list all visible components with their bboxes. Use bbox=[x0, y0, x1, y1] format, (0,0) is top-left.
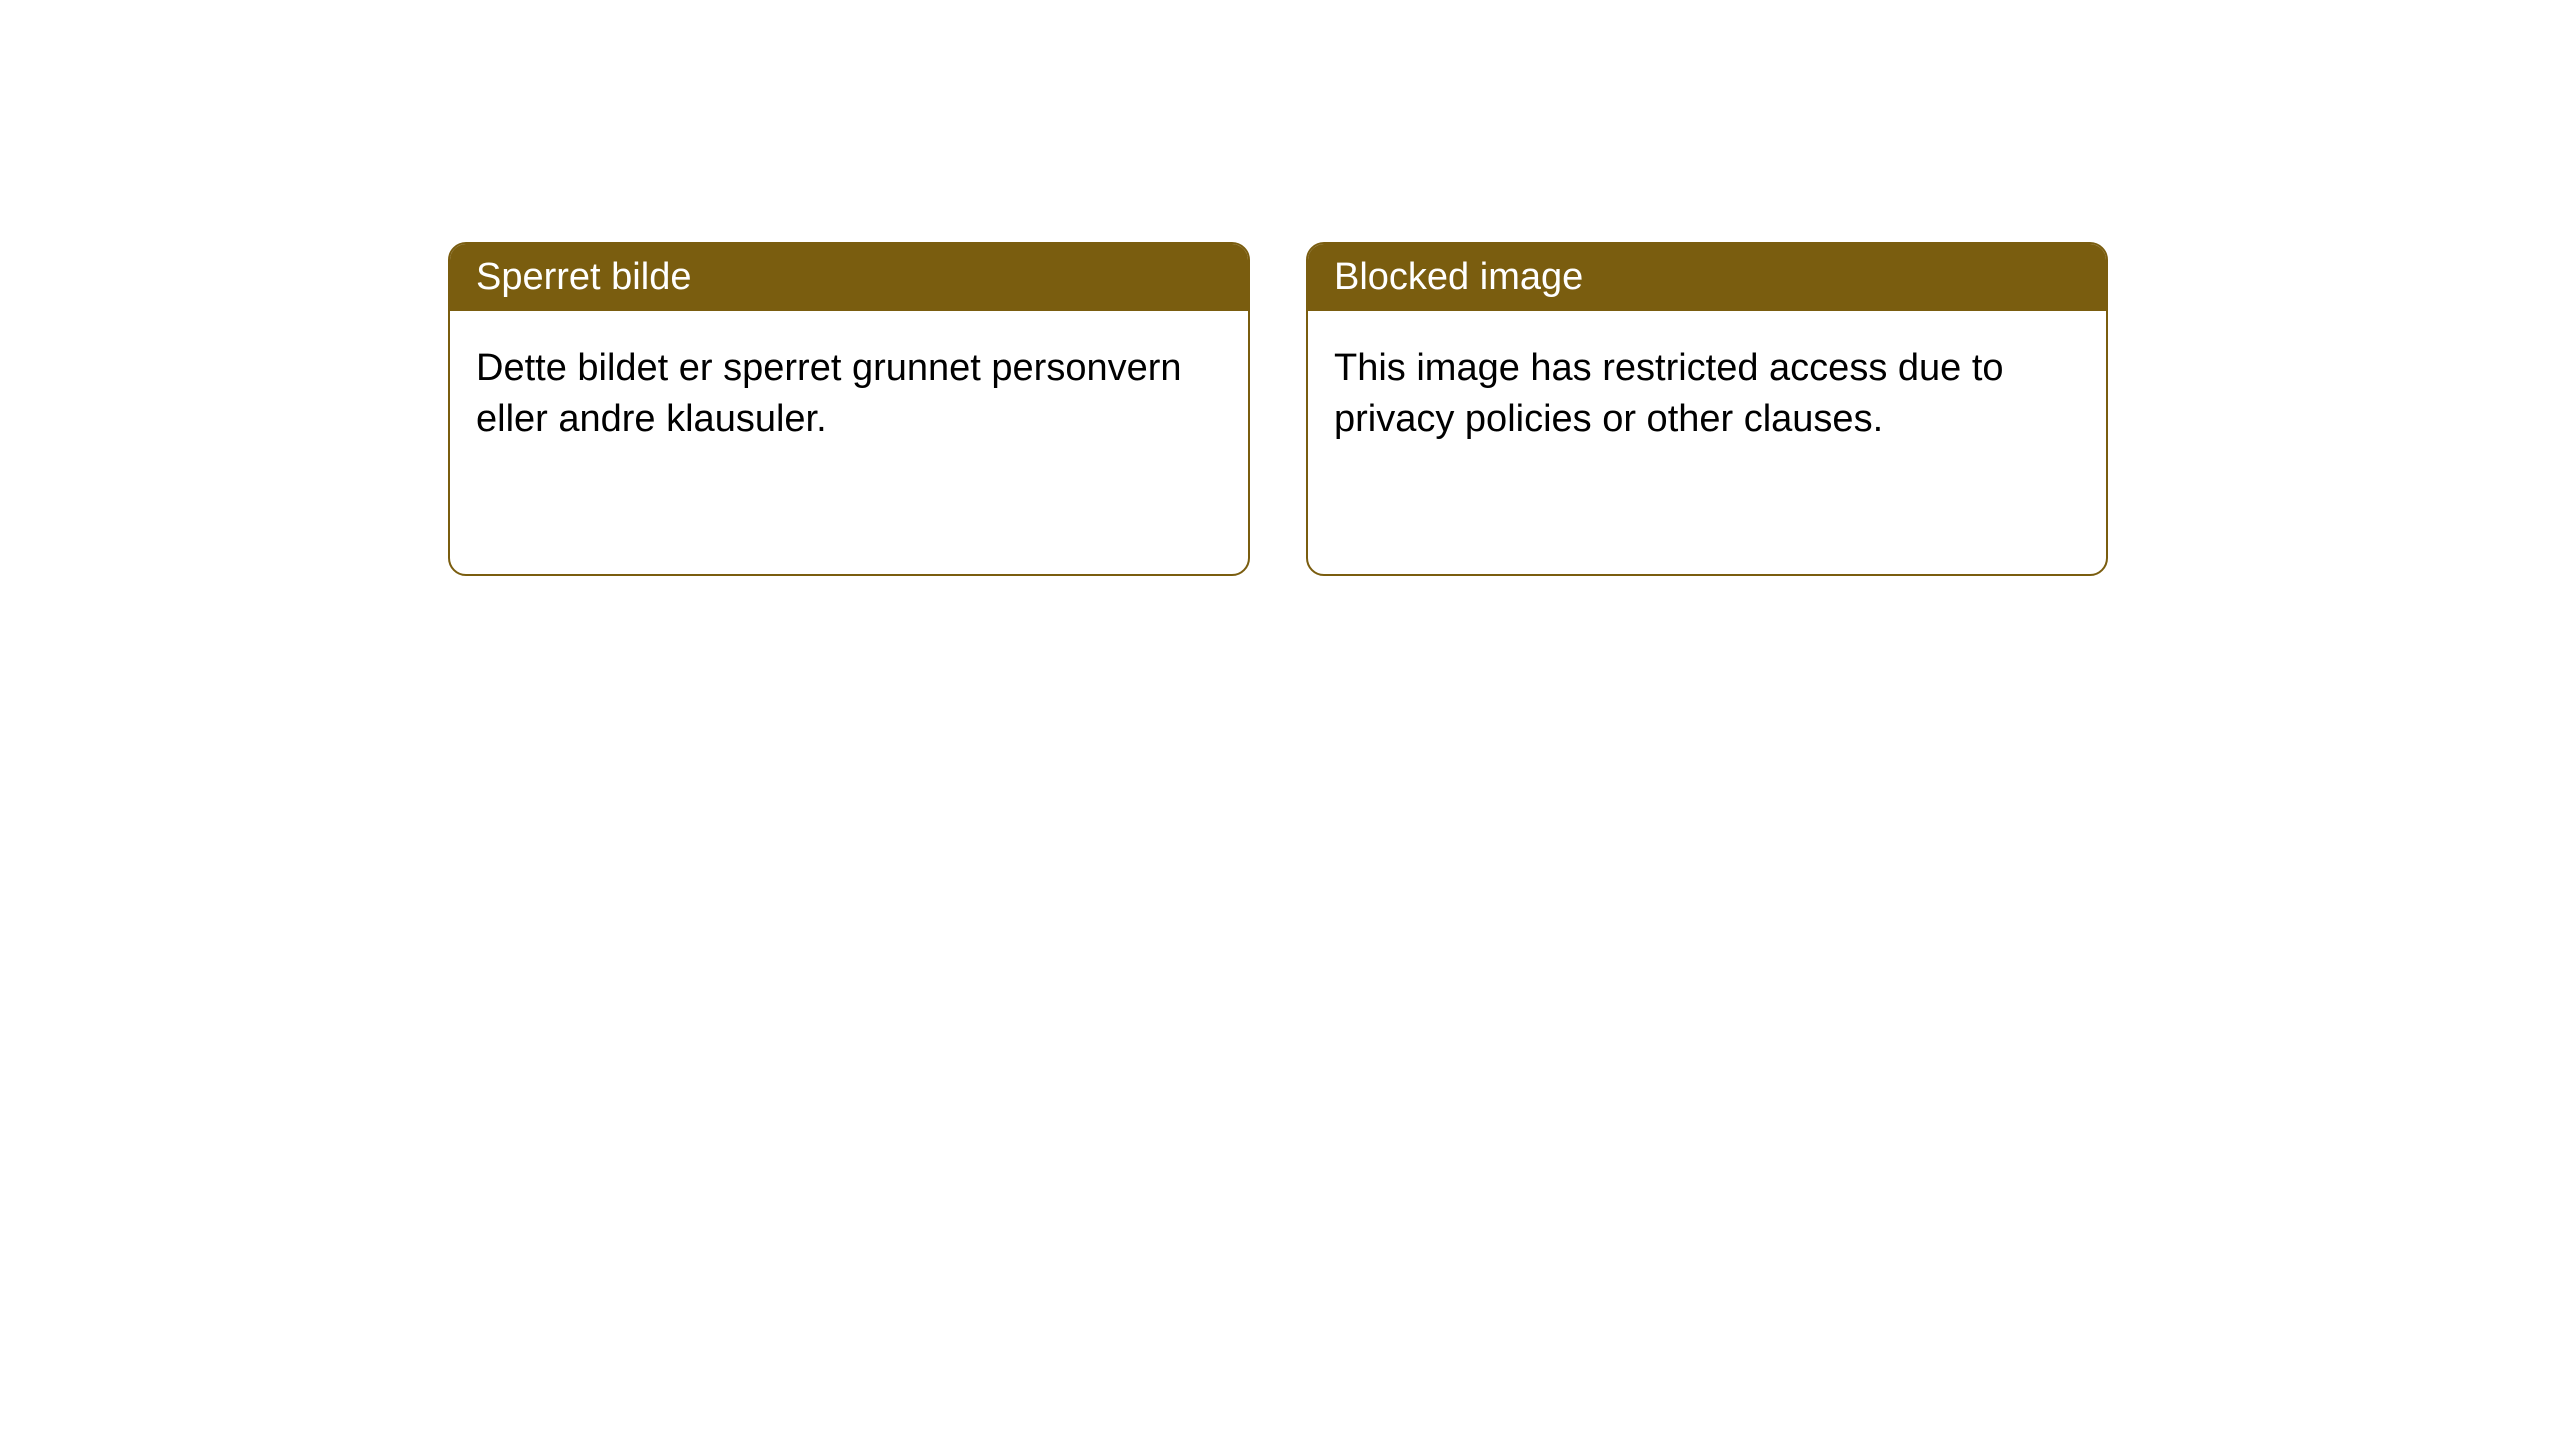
card-header: Blocked image bbox=[1308, 244, 2106, 311]
card-header: Sperret bilde bbox=[450, 244, 1248, 311]
card-body-text: This image has restricted access due to … bbox=[1334, 347, 2004, 440]
card-title: Sperret bilde bbox=[476, 256, 691, 298]
notice-container: Sperret bilde Dette bildet er sperret gr… bbox=[448, 242, 2108, 576]
notice-card-norwegian: Sperret bilde Dette bildet er sperret gr… bbox=[448, 242, 1250, 576]
card-body: This image has restricted access due to … bbox=[1308, 311, 2106, 478]
card-title: Blocked image bbox=[1334, 256, 1583, 298]
notice-card-english: Blocked image This image has restricted … bbox=[1306, 242, 2108, 576]
card-body: Dette bildet er sperret grunnet personve… bbox=[450, 311, 1248, 478]
card-body-text: Dette bildet er sperret grunnet personve… bbox=[476, 347, 1182, 440]
